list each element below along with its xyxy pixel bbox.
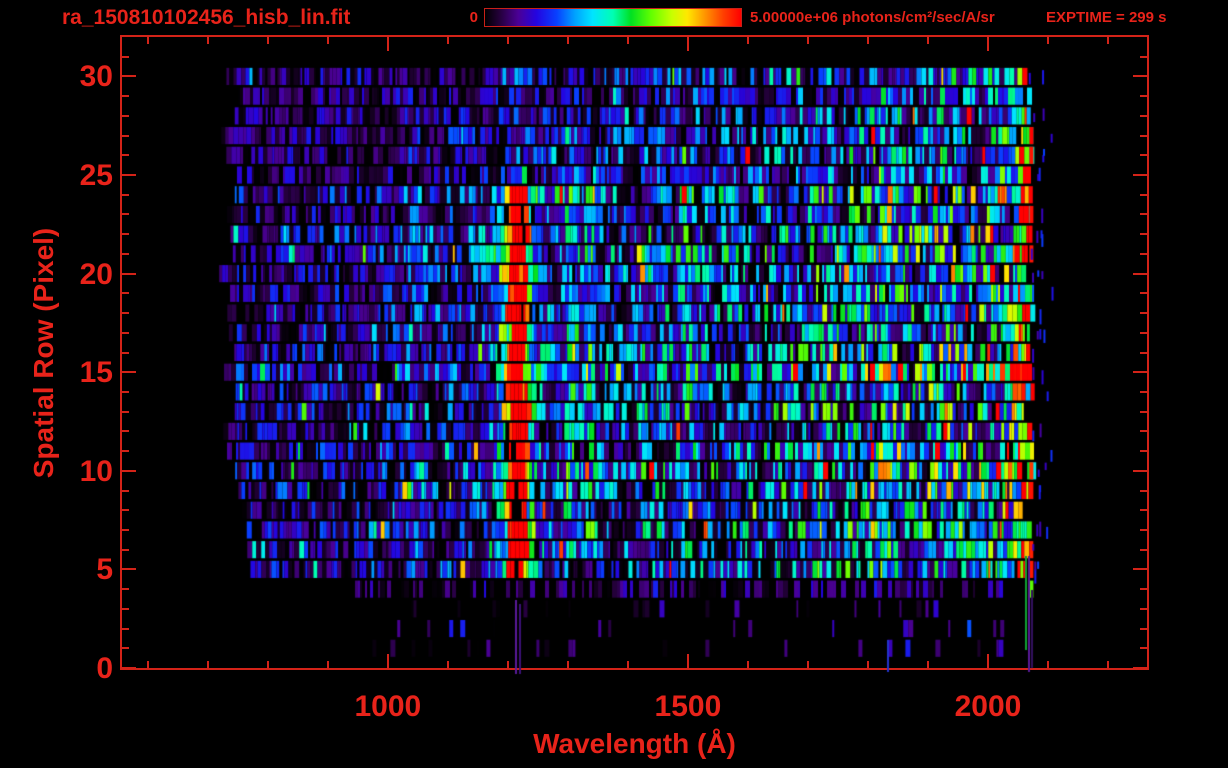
y-tick-label: 30	[79, 60, 113, 94]
y-tick-label: 10	[79, 454, 113, 488]
y-tick-label: 25	[79, 159, 113, 193]
x-axis-title: Wavelength (Å)	[533, 728, 736, 759]
y-tick-label: 20	[79, 257, 113, 291]
x-tick-label: 2000	[954, 690, 1022, 723]
y-axis-title: Spatial Row (Pixel)	[28, 227, 59, 478]
x-tick-label: 1000	[354, 690, 422, 723]
y-tick-label: 0	[96, 652, 113, 685]
y-tick-label: 5	[96, 553, 113, 587]
y-tick-label: 15	[79, 356, 113, 390]
x-tick-label: 1500	[654, 690, 722, 723]
